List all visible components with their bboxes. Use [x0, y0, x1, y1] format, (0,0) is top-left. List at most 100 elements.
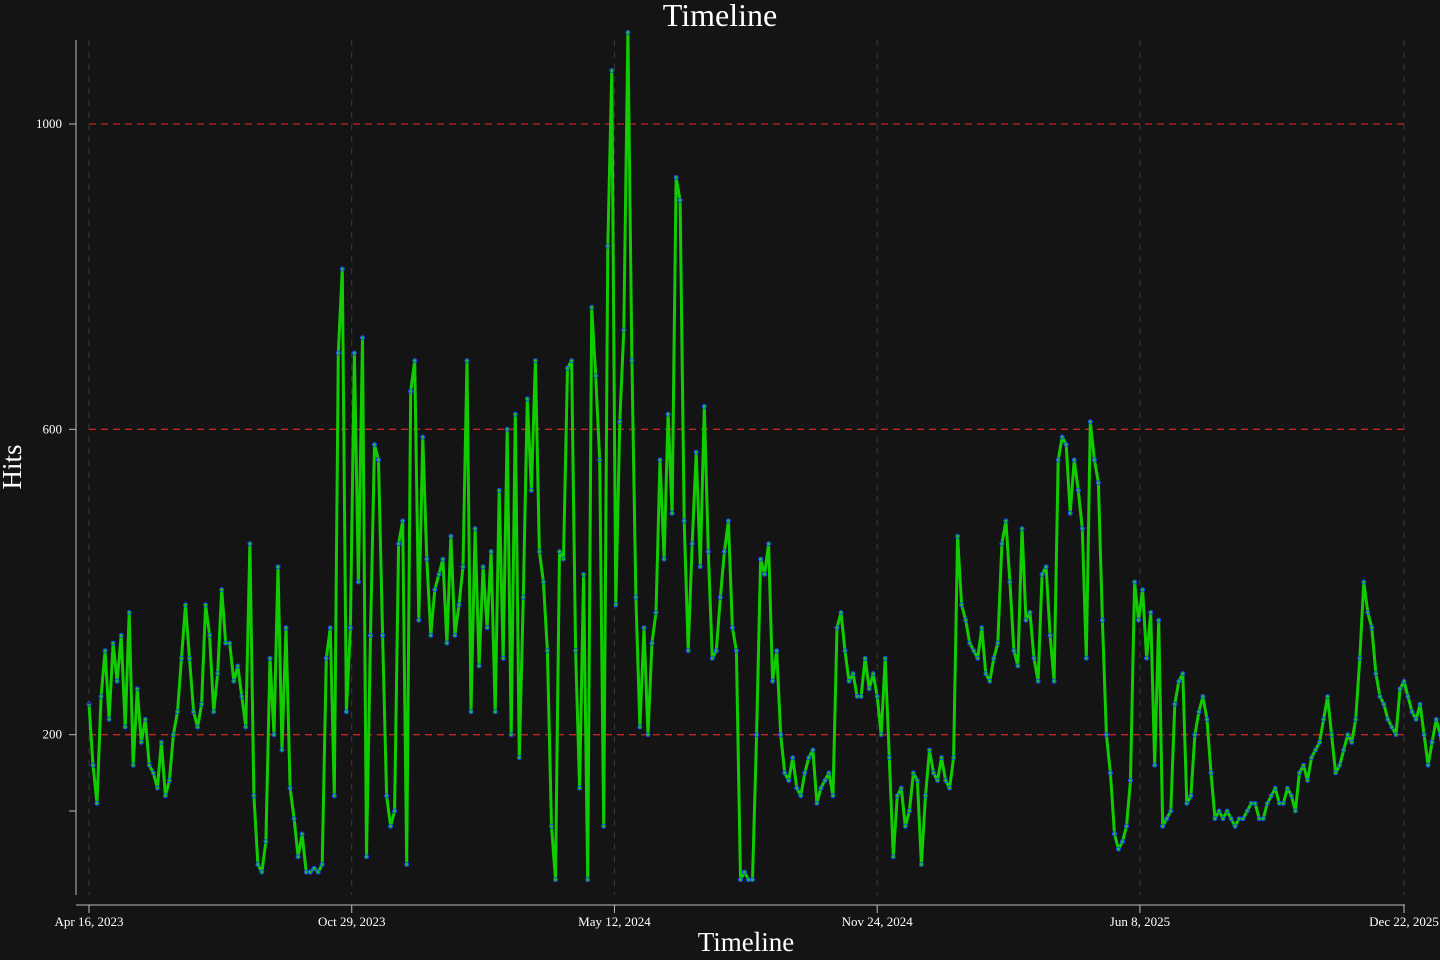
data-point	[307, 869, 313, 875]
data-point	[713, 648, 719, 654]
data-point	[1272, 785, 1278, 791]
data-point	[524, 396, 530, 402]
data-point	[424, 556, 430, 562]
data-point	[235, 663, 241, 669]
data-point	[870, 671, 876, 677]
y-tick-label: 1000	[36, 116, 62, 131]
data-point	[275, 564, 281, 570]
data-point	[1019, 526, 1025, 532]
data-point	[227, 640, 233, 646]
data-point	[1244, 808, 1250, 814]
data-point	[1099, 617, 1105, 623]
data-point	[1015, 663, 1021, 669]
data-point	[327, 625, 333, 631]
data-point	[142, 716, 148, 722]
data-point	[508, 732, 514, 738]
data-point	[416, 617, 422, 623]
data-point	[170, 732, 176, 738]
y-tick-label: 200	[43, 727, 63, 742]
data-point	[754, 732, 760, 738]
data-point	[512, 411, 518, 417]
data-point	[195, 724, 201, 730]
data-point	[569, 358, 575, 364]
data-point	[380, 632, 386, 638]
data-point	[918, 862, 924, 867]
data-point	[1373, 671, 1379, 677]
data-point	[725, 518, 731, 524]
data-point	[287, 785, 293, 791]
chart-title: Timeline	[663, 0, 777, 33]
data-point	[1216, 808, 1222, 814]
data-point	[1425, 762, 1431, 768]
data-point	[1043, 564, 1049, 570]
data-point	[544, 648, 550, 654]
data-point	[1188, 793, 1194, 799]
data-point	[1007, 579, 1013, 585]
data-point	[1192, 732, 1198, 738]
data-point	[255, 862, 261, 867]
data-point	[882, 655, 888, 661]
data-point	[1280, 800, 1286, 806]
data-point	[959, 602, 965, 608]
data-point	[878, 732, 884, 738]
data-point	[794, 785, 800, 791]
data-point	[247, 541, 253, 547]
data-point	[368, 632, 373, 638]
data-point	[468, 709, 474, 715]
data-point	[750, 877, 755, 883]
data-point	[906, 808, 912, 814]
data-point	[1200, 694, 1206, 699]
data-point	[1337, 762, 1343, 768]
data-point	[657, 457, 663, 463]
data-point	[1196, 709, 1202, 715]
data-point	[826, 770, 832, 776]
data-point	[850, 671, 856, 677]
data-point	[1292, 808, 1298, 814]
data-point	[910, 770, 916, 776]
data-point	[1160, 823, 1166, 829]
data-point	[1301, 762, 1306, 768]
data-point	[335, 350, 341, 356]
data-point	[420, 434, 426, 440]
data-point	[625, 29, 631, 35]
data-point	[1047, 632, 1053, 638]
data-point	[1369, 625, 1375, 631]
data-point	[874, 694, 880, 699]
data-point	[472, 526, 478, 532]
data-point	[323, 655, 329, 661]
data-point	[291, 816, 297, 822]
data-point	[951, 755, 957, 761]
data-point	[215, 671, 221, 677]
data-point	[456, 602, 462, 608]
data-point	[138, 739, 144, 745]
data-point	[460, 564, 466, 570]
data-point	[927, 747, 932, 753]
data-point	[939, 755, 944, 761]
data-point	[1176, 678, 1182, 684]
data-point	[1208, 770, 1214, 776]
data-point	[251, 793, 257, 799]
data-point	[1107, 770, 1113, 776]
data-point	[729, 625, 735, 631]
data-point	[175, 709, 180, 715]
data-point	[609, 68, 615, 73]
data-point	[617, 419, 623, 425]
data-point	[914, 778, 920, 783]
data-point	[842, 648, 848, 654]
data-point	[158, 739, 164, 745]
data-point	[488, 549, 494, 554]
data-point	[593, 373, 599, 379]
data-point	[211, 709, 217, 715]
data-point	[384, 793, 390, 799]
data-point	[347, 625, 353, 631]
data-point	[1268, 793, 1274, 799]
data-point	[693, 449, 699, 455]
data-point	[146, 762, 152, 768]
data-point	[790, 755, 796, 761]
data-point	[1317, 739, 1323, 745]
data-point	[428, 632, 434, 638]
x-tick-label: Oct 29, 2023	[318, 914, 386, 929]
data-point	[955, 533, 961, 539]
data-point	[1349, 739, 1355, 745]
